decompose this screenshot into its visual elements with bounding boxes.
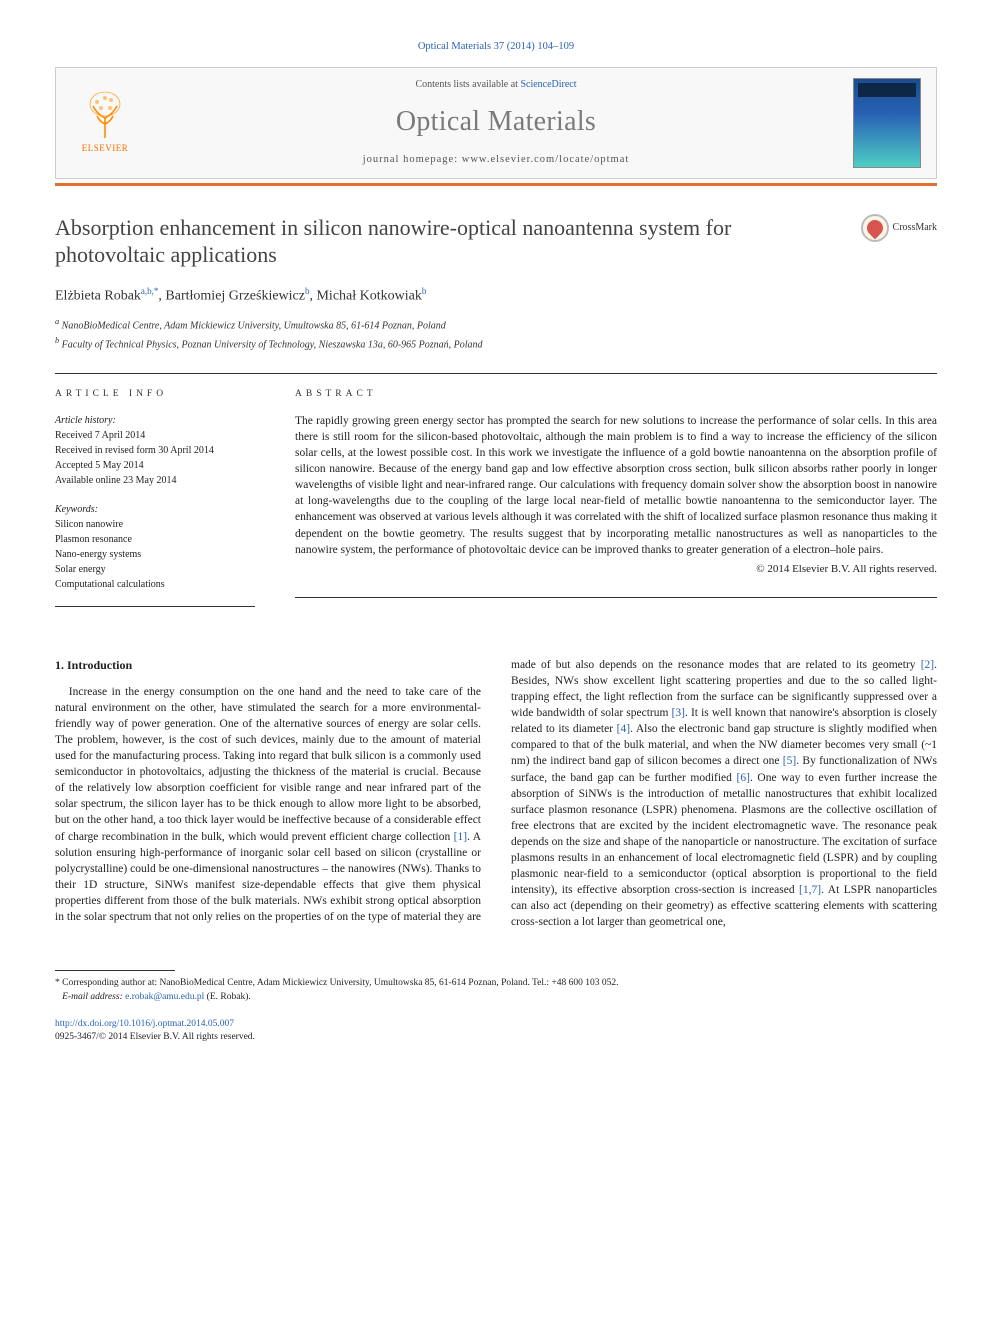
abstract-column: ABSTRACT The rapidly growing green energ…: [295, 388, 937, 637]
citation-header: Optical Materials 37 (2014) 104–109: [55, 40, 937, 55]
ref-link-6[interactable]: [6]: [737, 772, 750, 784]
sciencedirect-link[interactable]: ScienceDirect: [520, 79, 576, 90]
section-1-heading: 1. Introduction: [55, 657, 481, 674]
history-label: Article history:: [55, 413, 255, 428]
contents-available-label: Contents lists available at: [415, 79, 517, 90]
revised-date: Received in revised form 30 April 2014: [55, 443, 255, 458]
doi-link[interactable]: http://dx.doi.org/10.1016/j.optmat.2014.…: [55, 1019, 234, 1029]
corresponding-text: Corresponding author at: NanoBioMedical …: [62, 978, 618, 988]
affiliation-b: b Faculty of Technical Physics, Poznan U…: [55, 335, 937, 352]
doi-block: http://dx.doi.org/10.1016/j.optmat.2014.…: [55, 1018, 937, 1045]
keyword-3: Nano-energy systems: [55, 547, 255, 562]
author-1-affil-sup: a,b,*: [141, 286, 159, 296]
keyword-5: Computational calculations: [55, 577, 255, 592]
keywords-label: Keywords:: [55, 502, 255, 517]
journal-homepage-line: journal homepage: www.elsevier.com/locat…: [139, 153, 853, 168]
ref-link-3[interactable]: [3]: [672, 707, 685, 719]
ref-link-1[interactable]: [1]: [454, 831, 467, 843]
article-title: Absorption enhancement in silicon nanowi…: [55, 214, 861, 269]
homepage-url[interactable]: www.elsevier.com/locate/optmat: [462, 154, 630, 165]
elsevier-logo-text: ELSEVIER: [82, 142, 129, 155]
email-attribution: (E. Robak).: [207, 992, 251, 1002]
journal-name: Optical Materials: [139, 102, 853, 141]
keywords-block: Keywords: Silicon nanowire Plasmon reson…: [55, 502, 255, 592]
journal-header-bar: ELSEVIER Contents lists available at Sci…: [55, 67, 937, 179]
contents-available-line: Contents lists available at ScienceDirec…: [139, 78, 853, 92]
online-date: Available online 23 May 2014: [55, 473, 255, 488]
crossmark-icon: [861, 214, 889, 242]
crossmark-label: CrossMark: [893, 221, 937, 235]
footnote-separator: [55, 970, 175, 971]
abstract-copyright: © 2014 Elsevier B.V. All rights reserved…: [295, 562, 937, 577]
article-history-block: Article history: Received 7 April 2014 R…: [55, 413, 255, 488]
info-divider: [55, 606, 255, 607]
journal-cover-thumbnail: [853, 78, 921, 168]
author-1: Elżbieta Robak: [55, 288, 141, 303]
abstract-divider: [295, 597, 937, 598]
section-divider: [55, 373, 937, 374]
keyword-1: Silicon nanowire: [55, 517, 255, 532]
elsevier-logo: ELSEVIER: [71, 85, 139, 161]
body-two-column: 1. Introduction Increase in the energy c…: [55, 657, 937, 931]
received-date: Received 7 April 2014: [55, 428, 255, 443]
article-info-label: ARTICLE INFO: [55, 388, 255, 401]
abstract-text: The rapidly growing green energy sector …: [295, 413, 937, 558]
author-3-affil-sup: b: [422, 286, 427, 296]
article-info-column: ARTICLE INFO Article history: Received 7…: [55, 388, 255, 637]
journal-title-block: Contents lists available at ScienceDirec…: [139, 78, 853, 168]
corresponding-author-footnote: * Corresponding author at: NanoBioMedica…: [55, 977, 937, 1004]
intro-paragraph: Increase in the energy consumption on th…: [55, 657, 937, 931]
author-2: , Bartłomiej Grześkiewicz: [158, 288, 305, 303]
accent-bar: [55, 183, 937, 186]
ref-link-5[interactable]: [5]: [783, 755, 796, 767]
accepted-date: Accepted 5 May 2014: [55, 458, 255, 473]
ref-link-2[interactable]: [2]: [921, 659, 934, 671]
keyword-2: Plasmon resonance: [55, 532, 255, 547]
author-list: Elżbieta Robaka,b,*, Bartłomiej Grześkie…: [55, 285, 937, 306]
email-label: E-mail address:: [62, 992, 123, 1002]
ref-link-1-7[interactable]: [1,7]: [799, 884, 821, 896]
abstract-label: ABSTRACT: [295, 388, 937, 401]
homepage-label: journal homepage:: [363, 154, 458, 165]
author-email-link[interactable]: e.robak@amu.edu.pl: [125, 992, 204, 1002]
ref-link-4[interactable]: [4]: [617, 723, 630, 735]
issn-copyright: 0925-3467/© 2014 Elsevier B.V. All right…: [55, 1032, 255, 1042]
keyword-4: Solar energy: [55, 562, 255, 577]
elsevier-tree-icon: [83, 90, 127, 140]
author-3: , Michał Kotkowiak: [309, 288, 421, 303]
crossmark-badge[interactable]: CrossMark: [861, 214, 937, 242]
affiliation-a: a NanoBioMedical Centre, Adam Mickiewicz…: [55, 316, 937, 333]
